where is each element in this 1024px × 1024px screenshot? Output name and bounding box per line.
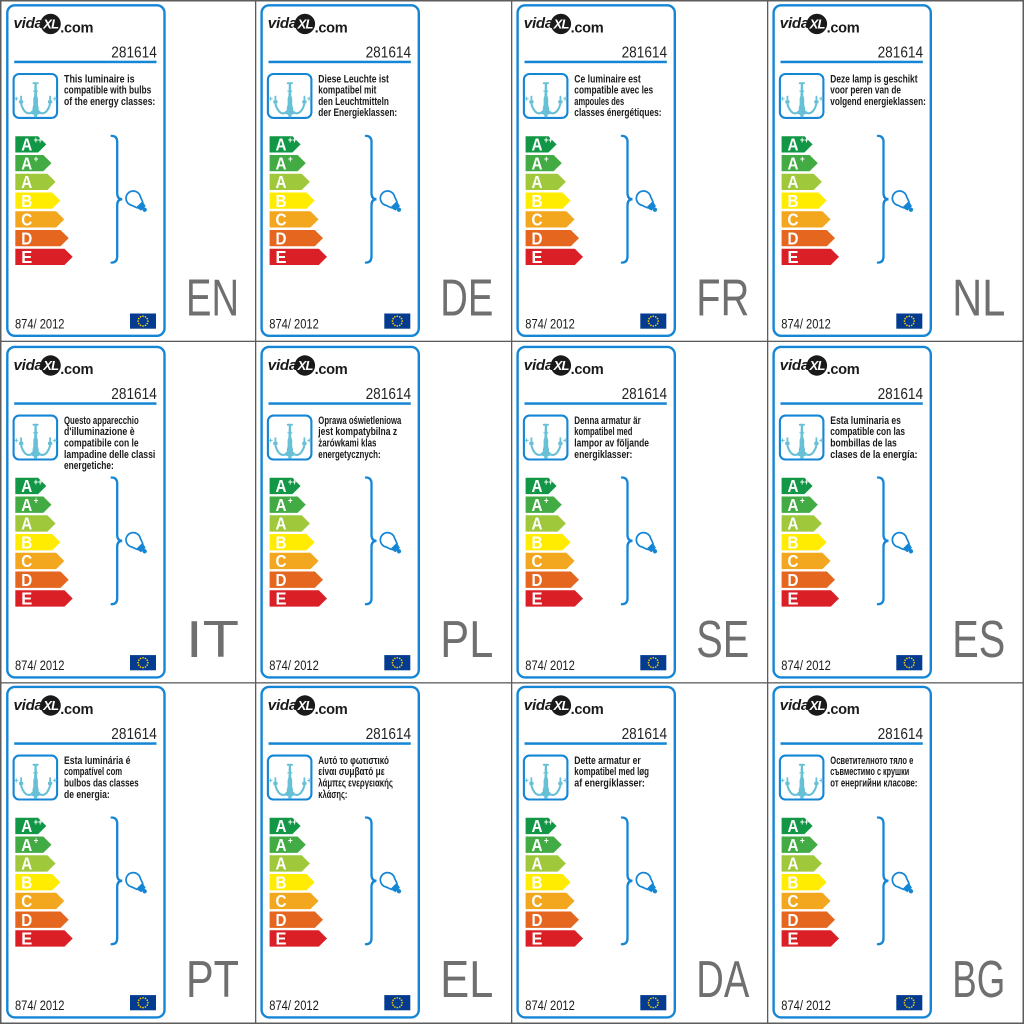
svg-text:PL: PL [440,610,493,668]
svg-text:EL: EL [440,950,493,1008]
svg-text:FR: FR [696,269,749,327]
svg-text:EN: EN [186,269,239,327]
svg-text:SE: SE [696,610,749,668]
svg-text:BG: BG [952,950,1005,1008]
svg-text:DA: DA [696,950,749,1008]
svg-text:DE: DE [440,269,493,327]
svg-text:ES: ES [952,610,1005,668]
svg-text:PT: PT [186,950,239,1008]
svg-text:IT: IT [186,610,239,668]
svg-text:NL: NL [952,269,1005,327]
